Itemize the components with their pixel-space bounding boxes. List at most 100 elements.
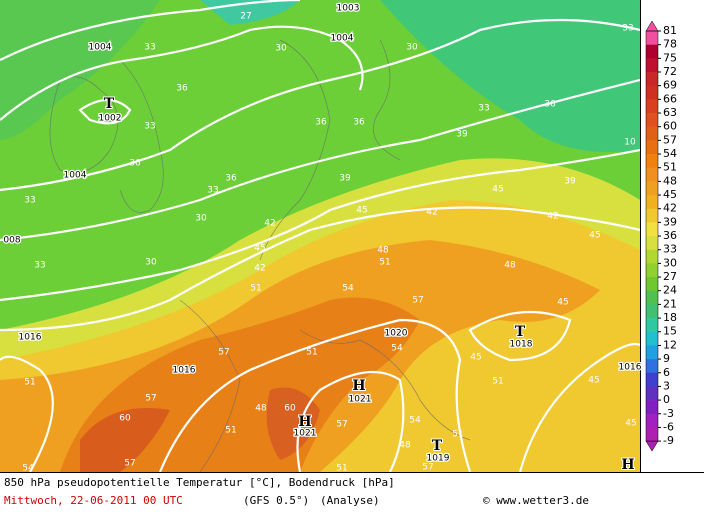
colorbar-segment xyxy=(646,167,658,182)
theta-label: 39 xyxy=(339,174,351,184)
theta-label: 51 xyxy=(452,430,463,440)
colorbar-segment xyxy=(646,85,658,100)
theta-label: 48 xyxy=(255,404,267,414)
colorbar-tick-label: 12 xyxy=(663,338,677,351)
pressure-center: H xyxy=(298,414,311,430)
colorbar-segment xyxy=(646,222,658,237)
theta-label: 60 xyxy=(284,404,296,414)
theta-label: 45 xyxy=(492,185,503,195)
theta-label: 57 xyxy=(218,348,229,358)
colorbar-tick-label: 6 xyxy=(663,366,670,379)
theta-label: 45 xyxy=(589,231,600,241)
colorbar-arrow xyxy=(645,20,659,32)
theta-label: 30 xyxy=(406,43,418,53)
isobar-label: 1021 xyxy=(349,395,372,405)
isobar-label: 1020 xyxy=(385,329,408,339)
theta-label: 36 xyxy=(225,174,237,184)
theta-label: 42 xyxy=(264,219,275,229)
footer-title: 850 hPa pseudopotentielle Temperatur [°C… xyxy=(4,476,395,489)
isobar-label: 1016 xyxy=(173,366,196,376)
theta-label: 54 xyxy=(409,416,421,426)
theta-label: 30 xyxy=(275,44,287,54)
colorbar-segment xyxy=(646,290,658,305)
isobar-label: 1003 xyxy=(337,4,360,14)
colorbar-segment xyxy=(646,126,658,141)
colorbar-segment xyxy=(646,44,658,59)
theta-label: 60 xyxy=(119,414,131,424)
theta-label: 42 xyxy=(254,264,265,274)
colorbar-tick-label: 51 xyxy=(663,161,677,174)
colorbar-tick-label: 75 xyxy=(663,51,677,64)
colorbar-segment xyxy=(646,249,658,264)
colorbar-tick-label: 0 xyxy=(663,393,670,406)
theta-label: 51 xyxy=(250,284,261,294)
colorbar-tick-label: 60 xyxy=(663,120,677,133)
theta-label: 27 xyxy=(240,12,251,22)
theta-label: 51 xyxy=(492,377,503,387)
theta-label: 51 xyxy=(225,426,236,436)
colorbar-segment xyxy=(646,386,658,401)
theta-label: 45 xyxy=(254,244,265,254)
colorbar-segment xyxy=(646,427,658,442)
colorbar-segment xyxy=(646,359,658,374)
colorbar-segment xyxy=(646,345,658,360)
theta-label: 57 xyxy=(145,394,156,404)
colorbar-tick-label: 36 xyxy=(663,229,677,242)
pressure-center: T xyxy=(515,324,526,340)
colorbar-tick-label: 66 xyxy=(663,92,677,105)
colorbar-segment xyxy=(646,372,658,387)
isobar-label: 1004 xyxy=(64,171,87,181)
colorbar-segment xyxy=(646,181,658,196)
theta-label: 36 xyxy=(353,118,365,128)
colorbar-tick-label: -6 xyxy=(663,420,674,433)
theta-label: 36 xyxy=(176,84,188,94)
pressure-center: H xyxy=(352,378,365,394)
footer-credit: © www.wetter3.de xyxy=(483,494,589,507)
colorbar-tick-label: 42 xyxy=(663,202,677,215)
theta-label: 45 xyxy=(625,419,636,429)
theta-label: 30 xyxy=(145,258,157,268)
pressure-center: T xyxy=(432,438,443,454)
colorbar-tick-label: 3 xyxy=(663,379,670,392)
colorbar-segment xyxy=(646,331,658,346)
footer-date: Mittwoch, 22-06-2011 00 UTC xyxy=(4,494,183,507)
footer-model: (GFS 0.5°) xyxy=(243,494,309,507)
theta-label: 48 xyxy=(399,441,411,451)
colorbar-segment xyxy=(646,304,658,319)
colorbar-tick-label: 78 xyxy=(663,38,677,51)
colorbar-segment xyxy=(646,195,658,210)
colorbar-tick-label: 48 xyxy=(663,174,677,187)
pressure-center: H xyxy=(621,457,634,473)
theta-label: 51 xyxy=(24,378,35,388)
theta-label: 33 xyxy=(24,196,35,206)
theta-label: 33 xyxy=(207,186,218,196)
theta-label: 51 xyxy=(379,258,390,268)
theta-label: 30 xyxy=(195,214,207,224)
theta-label: 33 xyxy=(34,261,45,271)
theta-label: 57 xyxy=(336,420,347,430)
theta-label: 39 xyxy=(456,130,468,140)
isobar-label: 1002 xyxy=(99,114,122,124)
colorbar-tick-label: 30 xyxy=(663,256,677,269)
colorbar-tick-label: 54 xyxy=(663,147,677,160)
isobar-label: 1016 xyxy=(19,333,42,343)
colorbar-segment xyxy=(646,400,658,415)
theta-label: 36 xyxy=(544,100,556,110)
colorbar-tick-label: 57 xyxy=(663,133,677,146)
theta-label: 45 xyxy=(588,376,599,386)
theta-label: 33 xyxy=(144,43,155,53)
theta-label: 51 xyxy=(306,348,317,358)
colorbar-segment xyxy=(646,72,658,86)
theta-label: 48 xyxy=(504,261,516,271)
isobar-label: 1004 xyxy=(331,34,354,44)
theta-label: 54 xyxy=(342,284,354,294)
colorbar-tick-label: 27 xyxy=(663,270,677,283)
colorbar-segment xyxy=(646,99,658,114)
theta-label: 48 xyxy=(377,246,389,256)
theta-label: 39 xyxy=(564,177,576,187)
colorbar-tick-label: 21 xyxy=(663,297,677,310)
colorbar-segment xyxy=(646,31,658,45)
colorbar-segment xyxy=(646,236,658,251)
theta-label: 45 xyxy=(557,298,568,308)
